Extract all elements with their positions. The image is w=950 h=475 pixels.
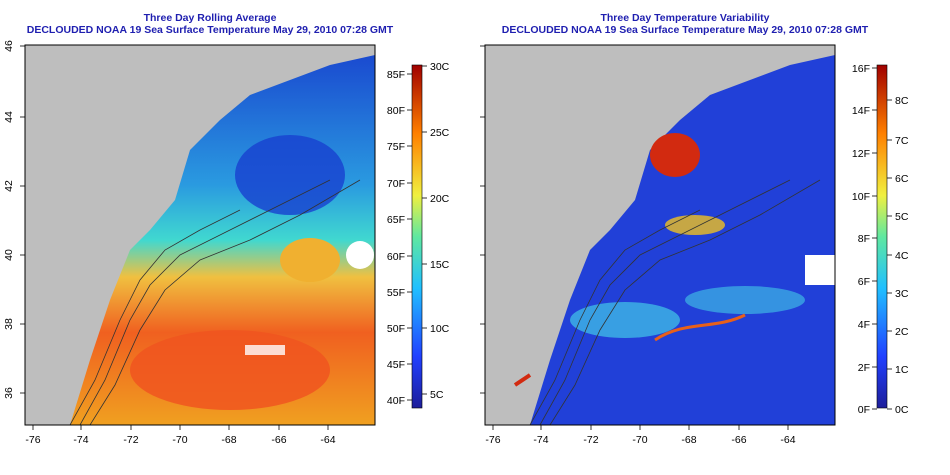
x-tick-label: -64 (780, 434, 795, 446)
colorbar (411, 64, 423, 409)
colorbar-label-c: 25C (430, 127, 450, 139)
colorbar-label-f: 70F (387, 178, 405, 190)
x-tick-label: -66 (271, 434, 286, 446)
colorbar-label-f: 6F (858, 276, 870, 288)
y-tick-label: 42 (3, 180, 15, 192)
map-frame (484, 44, 836, 426)
x-tick-label: -76 (485, 434, 500, 446)
y-tick-label: 38 (3, 318, 15, 330)
colorbar-label-c: 4C (895, 250, 909, 262)
colorbar-label-c: 2C (895, 326, 909, 338)
colorbar-label-f: 60F (387, 251, 405, 263)
x-tick-label: -72 (583, 434, 598, 446)
map-frame (24, 44, 376, 426)
y-tick-label: 46 (3, 40, 15, 52)
axis-ticks: -76 -74 -72 -70 -68 -66 -64 36 38 40 42 44 46 (3, 40, 336, 446)
colorbar-label-f: 16F (852, 63, 870, 75)
colorbar-label-c: 3C (895, 288, 909, 300)
colorbar-label-c: 6C (895, 173, 909, 185)
x-tick-label: -74 (73, 434, 88, 446)
colorbar-label-c: 5C (895, 211, 909, 223)
colorbar-label-f: 14F (852, 105, 870, 117)
x-tick-label: -66 (731, 434, 746, 446)
x-tick-label: -68 (681, 434, 696, 446)
colorbar-label-f: 55F (387, 287, 405, 299)
x-tick-label: -70 (172, 434, 187, 446)
sst-average-figure: -76 -74 -72 -70 -68 -66 -64 36 38 40 42 44 46 85F 80F… (3, 40, 450, 446)
sst-average-panel: Three Day Rolling Average DECLOUDED NOAA… (3, 12, 450, 446)
colorbar-label-f: 80F (387, 105, 405, 117)
colorbar-label-f: 50F (387, 323, 405, 335)
colorbar-label-f: 8F (858, 233, 870, 245)
colorbar-labels: 16F 14F 12F 10F 8F 6F 4F 2F 0F 8C 7C 6C 5C 4C 3C 2C 1C 0C (852, 63, 909, 416)
colorbar-label-f: 10F (852, 191, 870, 203)
variability-field (513, 55, 835, 425)
x-tick-label: -70 (632, 434, 647, 446)
colorbar-label-f: 45F (387, 359, 405, 371)
colorbar-label-f: 4F (858, 319, 870, 331)
colorbar-label-f: 12F (852, 148, 870, 160)
colorbar-label-c: 7C (895, 135, 909, 147)
panel-title: Three Day Rolling Average (143, 12, 277, 24)
colorbar-labels: 85F 80F 75F 70F 65F 60F 55F 50F 45F 40F 30C 25C 20C 1… (387, 61, 450, 407)
colorbar-label-c: 1C (895, 364, 909, 376)
x-tick-label: -72 (123, 434, 138, 446)
y-tick-label: 36 (3, 387, 15, 399)
colorbar-label-f: 2F (858, 362, 870, 374)
y-tick-label: 40 (3, 249, 15, 261)
colorbar-label-c: 10C (430, 323, 450, 335)
x-tick-label: -74 (533, 434, 548, 446)
colorbar-label-c: 0C (895, 404, 909, 416)
colorbar (876, 64, 888, 409)
colorbar-label-c: 20C (430, 193, 450, 205)
colorbar-label-f: 65F (387, 214, 405, 226)
colorbar-label-c: 5C (430, 389, 444, 401)
colorbar-label-f: 85F (387, 69, 405, 81)
y-tick-label: 44 (3, 111, 15, 123)
colorbar-label-c: 15C (430, 259, 450, 271)
x-tick-label: -64 (320, 434, 335, 446)
colorbar-label-c: 8C (895, 95, 909, 107)
sst-variability-panel: Three Day Temperature Variability DECLOU… (475, 0, 950, 475)
x-tick-label: -76 (25, 434, 40, 446)
x-tick-label: -68 (221, 434, 236, 446)
colorbar-label-f: 0F (858, 404, 870, 416)
colorbar-label-c: 30C (430, 61, 450, 73)
panel-title: Three Day Temperature Variability (600, 12, 770, 24)
panel-subtitle: DECLOUDED NOAA 19 Sea Surface Temperatur… (26, 24, 394, 36)
colorbar-label-f: 40F (387, 395, 405, 407)
panel-subtitle: DECLOUDED NOAA 19 Sea Surface Temperatur… (501, 24, 869, 36)
colorbar-label-f: 75F (387, 141, 405, 153)
sea-surface-field (69, 55, 375, 425)
